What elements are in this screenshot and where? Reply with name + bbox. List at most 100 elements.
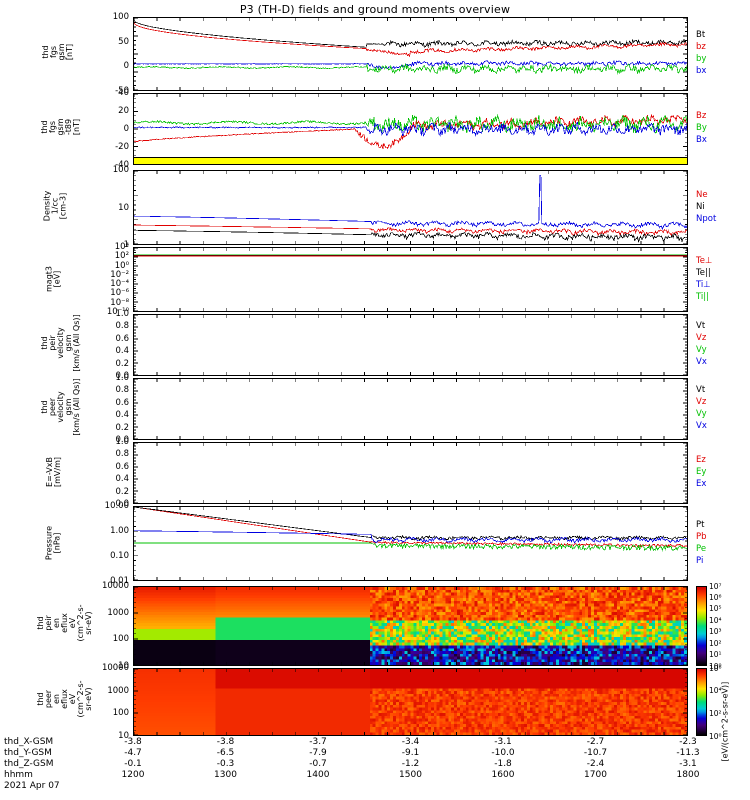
legend-magt3-te: Te|| bbox=[696, 267, 711, 278]
legend-fgs-gsm-by: by bbox=[696, 54, 707, 64]
page-title: P3 (TH-D) fields and ground moments over… bbox=[239, 3, 511, 16]
xaxis-value-hhmm-3: 1500 bbox=[399, 770, 422, 780]
xaxis-value-hhmm-2: 1400 bbox=[306, 770, 330, 780]
panel-pressure bbox=[133, 506, 688, 581]
panel-density bbox=[133, 170, 688, 245]
xaxis-value-thd-z-gsm-5: -2.4 bbox=[586, 759, 605, 769]
ytick-fgs-gsm-2: 0 bbox=[123, 61, 129, 72]
ytick-magt3-2: 10⁰ bbox=[114, 260, 129, 271]
ytick-peir-velocity-0: 1.0 bbox=[115, 309, 129, 319]
legend-peer-velocity-vx: Vx bbox=[696, 421, 707, 431]
legend-peer-velocity-vz: Vz bbox=[696, 397, 707, 407]
ytick-efield-3: 0.4 bbox=[115, 474, 129, 485]
xaxis-row-label-hhmm: hhmm bbox=[4, 770, 33, 780]
colorbar-units-label: [eV/(cm^2-s-sr-eV)] bbox=[720, 681, 730, 762]
ylabel-peer-en-eflux: thd peer en eflux eV (cm^2-s-sr-eV) bbox=[36, 680, 94, 718]
ytick-magt3-0: 10⁴ bbox=[114, 242, 129, 252]
panel-peer-en-eflux bbox=[133, 668, 688, 736]
xaxis-row-label-thd-y-gsm: thd_Y-GSM bbox=[4, 748, 52, 758]
ytick-efield-4: 0.2 bbox=[115, 486, 129, 497]
legend-peer-velocity-vt: Vt bbox=[696, 385, 706, 395]
ytick-pressure-0: 10.00 bbox=[104, 501, 129, 511]
xaxis-value-hhmm-5: 1700 bbox=[584, 770, 607, 780]
ylabel-peir-en-eflux: thd peir en eflux eV (cm^2-s-sr-eV) bbox=[36, 604, 94, 642]
panel-magt3 bbox=[133, 247, 688, 312]
panel-efield bbox=[133, 442, 688, 504]
legend-peir-velocity-vx: Vx bbox=[696, 357, 707, 367]
panel-peir-velocity bbox=[133, 314, 688, 376]
panel-peer-velocity bbox=[133, 378, 688, 440]
colorbar-tick-peer-en-eflux-3: 10⁰ bbox=[709, 731, 722, 741]
xaxis-value-thd-z-gsm-2: -0.7 bbox=[309, 759, 327, 769]
xaxis-row-label-thd-z-gsm: thd_Z-GSM bbox=[4, 759, 54, 769]
colorbar-tick-peer-en-eflux-0: 10⁶ bbox=[709, 663, 722, 673]
ytick-peir-velocity-5: 0.0 bbox=[115, 371, 129, 381]
xaxis-value-thd-z-gsm-4: -1.8 bbox=[494, 759, 512, 769]
date-label: 2021 Apr 07 bbox=[4, 781, 60, 791]
legend-density-ne: Ne bbox=[696, 189, 708, 200]
colorbar-tick-peir-en-eflux-5: 10² bbox=[709, 638, 722, 648]
ytick-magt3-5: 10⁻⁶ bbox=[110, 288, 129, 299]
ylabel-pressure: Pressure [nPa] bbox=[44, 525, 62, 560]
ytick-peer-en-eflux-3: 10 bbox=[118, 731, 129, 741]
colorbar-peer-en-eflux bbox=[696, 668, 707, 736]
ytick-fgs-gsm-3: -50 bbox=[115, 86, 129, 96]
ylabel-efield: E=-VxB [mV/m] bbox=[44, 457, 62, 488]
legend-fgs-gsm-t89-bz: Bz bbox=[696, 111, 707, 121]
xaxis-value-thd-y-gsm-3: -9.1 bbox=[401, 748, 420, 758]
legend-efield-ez: Ez bbox=[696, 455, 706, 465]
colorbar-tick-peir-en-eflux-2: 10⁵ bbox=[709, 604, 722, 614]
colorbar-tick-peir-en-eflux-1: 10⁶ bbox=[709, 592, 722, 602]
xaxis-value-thd-x-gsm-6: -2.3 bbox=[679, 737, 697, 747]
ytick-fgs-gsm-t89-4: -40 bbox=[115, 160, 129, 170]
xaxis-value-hhmm-1: 1300 bbox=[214, 770, 237, 780]
colorbar-tick-peir-en-eflux-6: 10¹ bbox=[709, 650, 722, 660]
ylabel-peer-velocity: thd peer velocity gsm [km/s (All Qs)] bbox=[39, 378, 81, 436]
ytick-peer-velocity-3: 0.4 bbox=[115, 410, 129, 421]
ytick-efield-5: 0.0 bbox=[115, 499, 129, 509]
xaxis-value-thd-y-gsm-0: -4.7 bbox=[124, 748, 142, 758]
xaxis-value-hhmm-6: 1800 bbox=[676, 770, 700, 780]
ytick-peir-velocity-4: 0.2 bbox=[115, 358, 129, 369]
ytick-magt3-4: 10⁻⁴ bbox=[110, 279, 129, 290]
legend-pressure-pb: Pb bbox=[696, 531, 707, 542]
ytick-magt3-6: 10⁻⁸ bbox=[110, 297, 129, 308]
legend-pressure-pe: Pe bbox=[696, 543, 707, 554]
ytick-peir-velocity-3: 0.4 bbox=[115, 346, 129, 357]
ytick-efield-2: 0.6 bbox=[115, 461, 129, 472]
ytick-peir-velocity-2: 0.6 bbox=[115, 333, 129, 344]
xaxis-value-thd-y-gsm-5: -10.7 bbox=[583, 748, 608, 758]
xaxis-value-thd-x-gsm-0: -3.8 bbox=[124, 737, 142, 747]
ytick-density-2: 1 bbox=[123, 240, 129, 250]
legend-efield-ex: Ex bbox=[696, 479, 707, 489]
legend-density-ni: Ni bbox=[696, 201, 705, 212]
panel-fgs-gsm-t89 bbox=[133, 93, 688, 165]
legend-magt3-ti: Ti⊥ bbox=[696, 279, 711, 290]
ytick-magt3-7: 10⁻¹⁰ bbox=[106, 307, 129, 317]
colorbar-tick-peer-en-eflux-2: 10² bbox=[709, 708, 722, 718]
colorbar-tick-peir-en-eflux-4: 10³ bbox=[709, 627, 722, 637]
legend-peer-velocity-vy: Vy bbox=[696, 409, 707, 419]
xaxis-value-thd-z-gsm-1: -0.3 bbox=[216, 759, 235, 769]
xaxis-value-thd-z-gsm-3: -1.2 bbox=[401, 759, 420, 769]
ytick-peir-en-eflux-1: 1000 bbox=[107, 607, 129, 618]
xaxis-value-hhmm-0: 1200 bbox=[121, 770, 145, 780]
ytick-peir-en-eflux-2: 100 bbox=[112, 634, 129, 645]
xaxis-value-thd-x-gsm-3: -3.4 bbox=[401, 737, 420, 747]
xaxis-value-thd-y-gsm-1: -6.5 bbox=[216, 748, 235, 758]
ylabel-density: Density 1/cc [cm-3] bbox=[42, 191, 68, 222]
ytick-fgs-gsm-0: 100 bbox=[112, 12, 129, 22]
ytick-efield-1: 0.8 bbox=[115, 449, 129, 460]
xaxis-row-label-thd-x-gsm: thd_X-GSM bbox=[4, 737, 54, 747]
xaxis-value-thd-x-gsm-2: -3.7 bbox=[309, 737, 327, 747]
ytick-peer-en-eflux-2: 100 bbox=[112, 708, 129, 719]
colorbar-peir-en-eflux bbox=[696, 586, 707, 666]
colorbar-tick-peir-en-eflux-7: 10⁰ bbox=[709, 661, 722, 671]
legend-pressure-pt: Pt bbox=[696, 519, 705, 530]
colorbar-tick-peir-en-eflux-3: 10⁴ bbox=[709, 615, 722, 625]
ytick-pressure-1: 1.00 bbox=[110, 526, 129, 536]
xaxis-value-thd-y-gsm-6: -11.3 bbox=[676, 748, 700, 758]
ytick-peir-en-eflux-3: 10 bbox=[118, 661, 129, 671]
xaxis-value-thd-y-gsm-2: -7.9 bbox=[309, 748, 327, 758]
ytick-fgs-gsm-t89-0: 40 bbox=[118, 88, 129, 98]
